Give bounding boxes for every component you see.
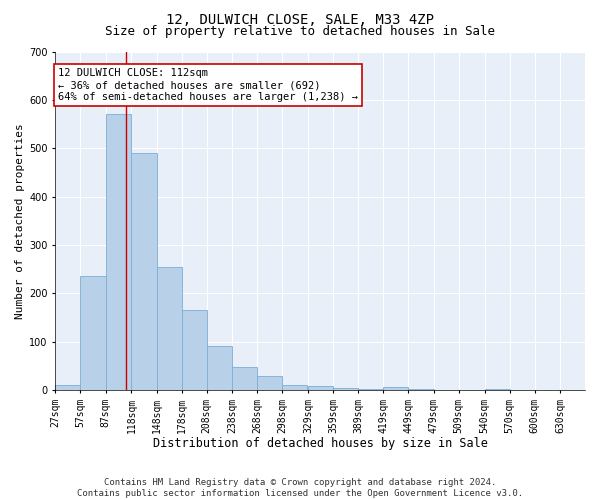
Y-axis label: Number of detached properties: Number of detached properties (15, 123, 25, 318)
Bar (207, 346, 232, 390)
Bar (333, 388, 358, 390)
Bar (106, 114, 131, 390)
Bar (308, 386, 333, 390)
Text: Contains HM Land Registry data © Crown copyright and database right 2024.
Contai: Contains HM Land Registry data © Crown c… (77, 478, 523, 498)
Text: 12, DULWICH CLOSE, SALE, M33 4ZP: 12, DULWICH CLOSE, SALE, M33 4ZP (166, 12, 434, 26)
Bar (485, 389, 509, 390)
Bar (282, 385, 307, 390)
Bar (80, 276, 106, 390)
Bar (55, 385, 80, 390)
Text: Size of property relative to detached houses in Sale: Size of property relative to detached ho… (105, 25, 495, 38)
Bar (232, 366, 257, 390)
Bar (409, 389, 434, 390)
Text: 12 DULWICH CLOSE: 112sqm
← 36% of detached houses are smaller (692)
64% of semi-: 12 DULWICH CLOSE: 112sqm ← 36% of detach… (58, 68, 358, 102)
Bar (182, 310, 207, 390)
Bar (257, 376, 282, 390)
X-axis label: Distribution of detached houses by size in Sale: Distribution of detached houses by size … (153, 437, 488, 450)
Bar (157, 266, 182, 390)
Bar (131, 153, 157, 390)
Bar (358, 389, 383, 390)
Bar (383, 386, 409, 390)
